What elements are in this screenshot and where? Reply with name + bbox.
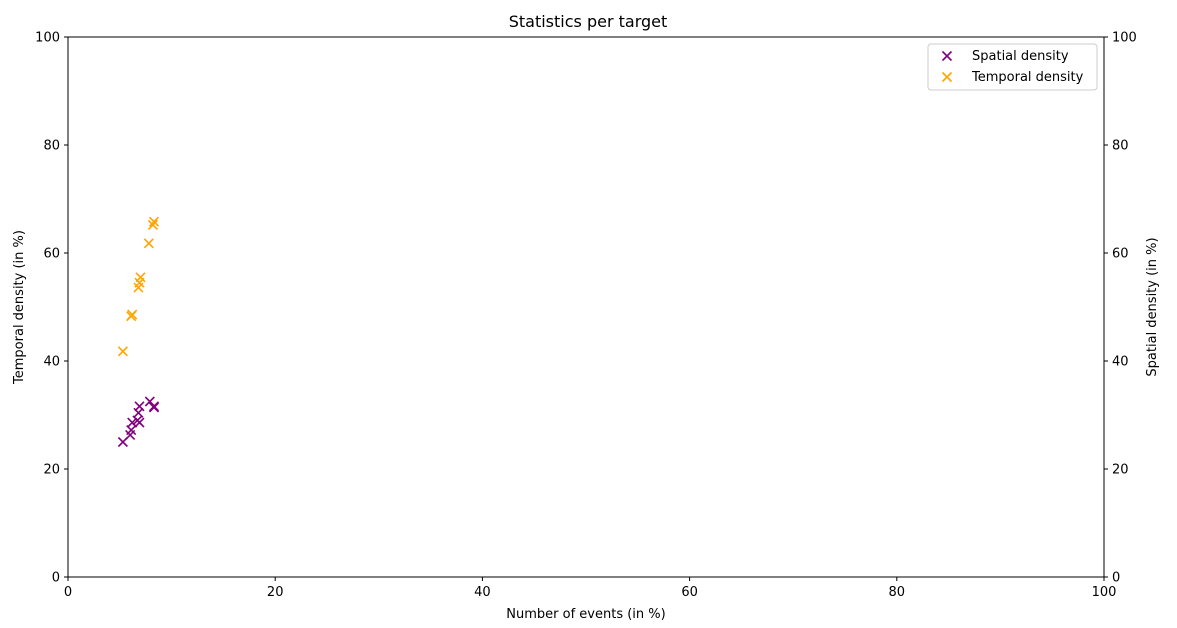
chart-title: Statistics per target [509, 12, 668, 31]
y-tick-label: 100 [35, 31, 60, 46]
y2-tick-label: 80 [1112, 139, 1129, 154]
y-tick-label: 20 [43, 463, 60, 478]
x-tick-label: 60 [681, 585, 698, 600]
legend-marker-spatial-density [941, 50, 953, 62]
point-spatial-density [127, 417, 138, 428]
legend-label-spatial-density: Spatial density [972, 49, 1069, 64]
legend-label-temporal-density: Temporal density [971, 70, 1084, 85]
y-axis-left: 0 20 40 60 80 100 [35, 31, 68, 586]
legend: Spatial density Temporal density [927, 43, 1098, 91]
point-spatial-density [134, 417, 145, 428]
y-tick-label: 0 [52, 571, 60, 586]
x-tick-label: 40 [474, 585, 491, 600]
data-points [117, 216, 160, 448]
x-tick-label: 0 [64, 585, 72, 600]
y2-tick-label: 40 [1112, 355, 1129, 370]
point-temporal-density [135, 272, 146, 283]
y-axis-right: 0 20 40 60 80 100 [1104, 31, 1137, 586]
plot-frame [67, 36, 1105, 578]
y2-tick-label: 100 [1112, 31, 1137, 46]
point-temporal-density [148, 216, 160, 227]
legend-marker-symbol [941, 71, 953, 83]
y2-tick-label: 0 [1112, 571, 1120, 586]
point-temporal-density [117, 346, 128, 357]
legend-box [927, 43, 1098, 91]
y2-tick-label: 60 [1112, 247, 1129, 262]
point-temporal-density [147, 219, 159, 230]
y2-tick-label: 20 [1112, 463, 1129, 478]
x-axis: 0 20 40 60 80 100 [64, 577, 1117, 600]
y-tick-label: 60 [43, 247, 60, 262]
legend-marker-symbol [941, 50, 953, 62]
x-tick-label: 100 [1092, 585, 1117, 600]
legend-marker-temporal-density [941, 71, 953, 83]
y-tick-label: 80 [43, 139, 60, 154]
x-tick-label: 80 [889, 585, 906, 600]
y-axis-label-left: Temporal density (in %) [12, 230, 27, 385]
point-spatial-density [134, 401, 145, 412]
point-spatial-density [148, 402, 160, 413]
y-axis-label-right: Spatial density (in %) [1145, 237, 1160, 376]
x-tick-label: 20 [267, 585, 284, 600]
point-temporal-density [143, 238, 154, 249]
point-temporal-density [127, 309, 138, 320]
x-axis-label: Number of events (in %) [506, 607, 665, 622]
y-tick-label: 40 [43, 355, 60, 370]
